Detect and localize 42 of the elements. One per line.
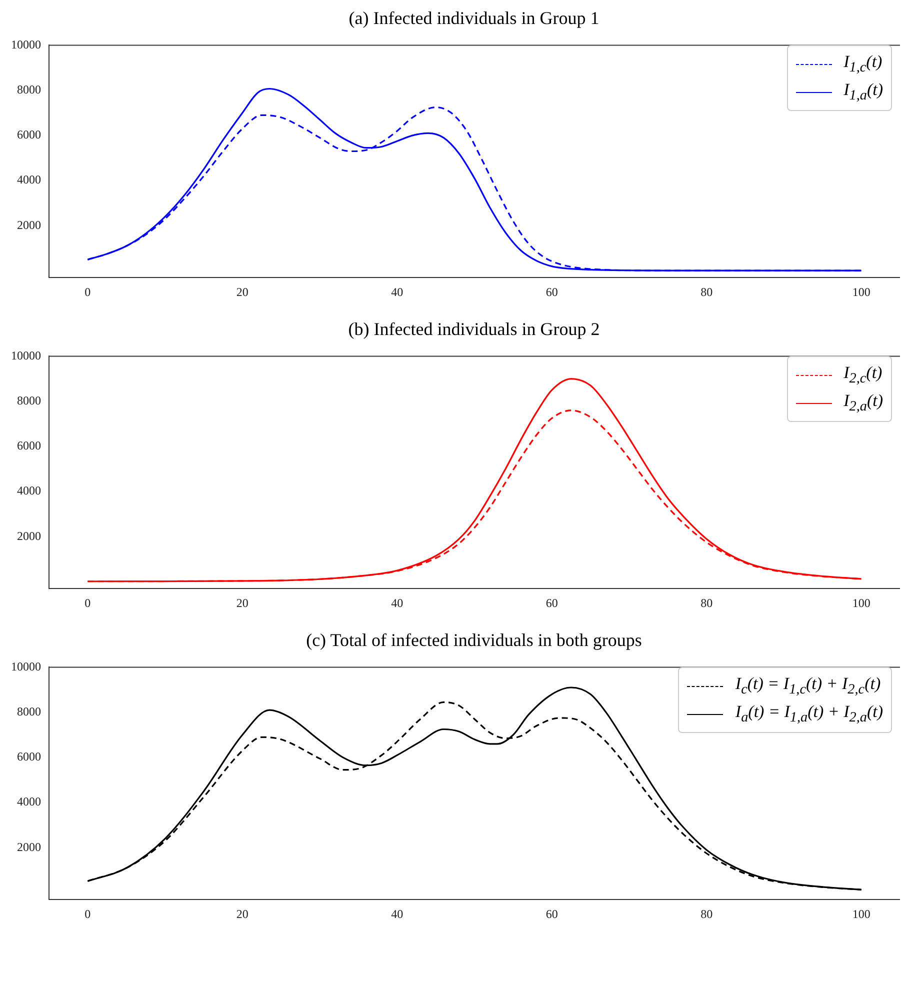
y-tick-label: 8000 [17, 393, 41, 408]
legend-label: I$_{2,a}$(t) [844, 390, 883, 416]
legend-label: I$_{c}$(t) = I$_{1,c}$(t) + I$_{2,c}$(t) [735, 674, 881, 698]
x-tick-label: 40 [391, 906, 404, 921]
x-tick-label: 100 [852, 284, 870, 299]
x-tick-label: 100 [852, 906, 870, 921]
chart-title: (c) Total of infected individuals in both groups [305, 630, 643, 651]
x-tick-label: 20 [236, 596, 248, 610]
chart-title: (b) Infected individuals in Group 2 [347, 319, 601, 340]
x-tick-label: 20 [236, 284, 248, 299]
x-tick-label: 40 [391, 284, 404, 299]
y-tick-label: 10000 [11, 659, 41, 674]
legend-label: I$_{1,c}$(t) [844, 52, 882, 76]
y-tick-label: 6000 [17, 750, 41, 764]
x-tick-label: 80 [700, 906, 713, 921]
y-tick-label: 8000 [17, 82, 41, 96]
y-tick-label: 4000 [17, 172, 41, 187]
y-tick-label: 6000 [17, 128, 41, 142]
x-tick-label: 80 [700, 596, 713, 610]
y-tick-label: 4000 [17, 484, 41, 498]
y-tick-label: 10000 [11, 37, 41, 52]
y-tick-label: 4000 [17, 794, 41, 809]
x-tick-label: 60 [546, 596, 558, 610]
y-tick-label: 2000 [17, 218, 41, 232]
x-tick-label: 60 [546, 284, 558, 299]
x-tick-label: 80 [700, 284, 713, 299]
legend-label: I$_{a}$(t) = I$_{1,a}$(t) + I$_{2,a}$(t) [735, 702, 883, 726]
x-tick-label: 40 [391, 596, 404, 610]
legend-label: I$_{2,c}$(t) [844, 362, 882, 388]
y-tick-label: 8000 [17, 704, 41, 718]
y-tick-label: 2000 [17, 840, 41, 854]
y-tick-label: 2000 [17, 528, 41, 543]
x-tick-label: 20 [236, 906, 248, 921]
x-tick-label: 0 [84, 906, 91, 921]
x-tick-label: 0 [84, 284, 91, 299]
x-tick-label: 100 [852, 596, 870, 610]
y-tick-label: 6000 [17, 438, 41, 453]
legend-label: I$_{1,a}$(t) [844, 80, 883, 104]
y-tick-label: 10000 [11, 348, 41, 362]
x-tick-label: 0 [84, 596, 91, 610]
chart-title: (a) Infected individuals in Group 1 [348, 8, 600, 29]
x-tick-label: 60 [546, 906, 558, 921]
